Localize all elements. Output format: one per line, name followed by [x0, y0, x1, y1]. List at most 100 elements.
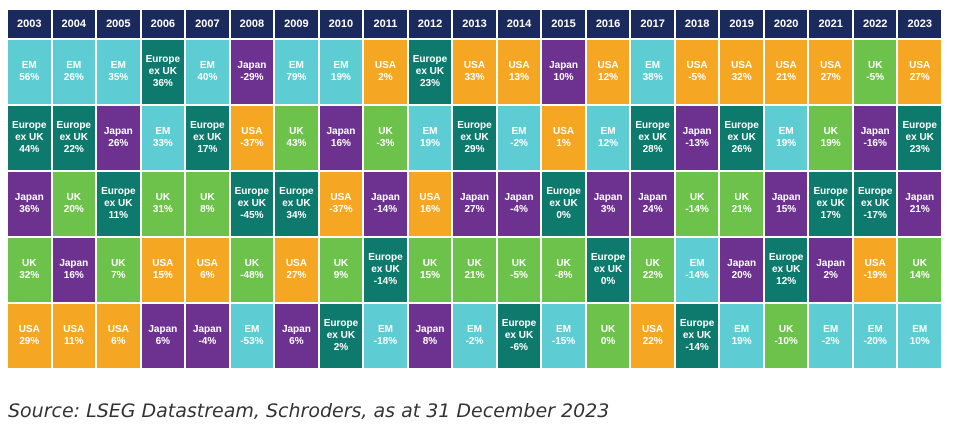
market-label: ex UK — [326, 330, 356, 341]
return-value: 7% — [111, 270, 126, 281]
cell-2017-rank-1: EM 38% — [631, 40, 674, 104]
market-label: UK — [200, 192, 215, 203]
market-label: Japan — [549, 60, 578, 71]
return-value: 3% — [600, 204, 616, 215]
market-label: USA — [107, 324, 129, 335]
return-value: 27% — [464, 204, 485, 215]
market-label: ex UK — [15, 132, 44, 143]
market-label: EM — [867, 324, 883, 335]
return-value: 15% — [152, 270, 173, 281]
cell-2015-rank-4: UK -8% — [542, 238, 585, 302]
market-label: Europe — [501, 318, 537, 329]
market-label: ex UK — [193, 132, 222, 143]
return-value: 0% — [600, 336, 616, 347]
return-value: -6% — [510, 342, 528, 353]
cell-2006-rank-4: USA 15% — [141, 238, 185, 302]
return-value: -15% — [551, 336, 576, 347]
market-label: UK — [600, 324, 616, 335]
market-label: Europe — [457, 120, 492, 131]
return-value: 36% — [19, 204, 40, 215]
market-label: EM — [21, 60, 37, 71]
cell-2011-rank-1: USA 2% — [364, 40, 407, 104]
cell-2013-rank-3: Japan 27% — [453, 172, 496, 236]
market-label: UK — [511, 258, 527, 269]
market-label: Japan — [638, 192, 668, 203]
cell-2008-rank-2: USA -37% — [230, 106, 274, 170]
market-label: UK — [289, 126, 304, 137]
year-header-2013: 2013 — [453, 10, 496, 38]
cell-2003-rank-4: UK 32% — [8, 238, 51, 302]
cell-2011-rank-2: UK -3% — [364, 106, 407, 170]
return-value: 8% — [200, 204, 215, 215]
return-value: 11% — [108, 210, 129, 221]
return-value: 22% — [63, 144, 84, 155]
market-label: EM — [466, 324, 482, 335]
year-header-2010: 2010 — [319, 10, 363, 38]
market-label: Japan — [370, 192, 400, 203]
market-label: ex UK — [237, 198, 267, 209]
return-value: -19% — [863, 270, 887, 281]
return-value: 2% — [333, 342, 349, 353]
year-header-2006: 2006 — [141, 10, 185, 38]
market-label: USA — [285, 258, 307, 269]
market-label: Japan — [148, 324, 178, 335]
market-label: Europe — [12, 120, 47, 131]
return-value: 19% — [330, 72, 351, 83]
cell-2005-rank-1: EM 35% — [97, 40, 140, 104]
return-value: 6% — [155, 336, 171, 347]
cell-2013-rank-5: EM -2% — [453, 304, 496, 368]
source-note: Source: LSEG Datastream, Schroders, as a… — [8, 400, 610, 422]
return-value: -13% — [685, 138, 709, 149]
market-label: Europe — [768, 252, 804, 263]
cell-2004-rank-4: Japan 16% — [52, 238, 96, 302]
market-label: USA — [552, 126, 575, 137]
return-value: 0% — [600, 276, 616, 287]
market-label: UK — [689, 192, 705, 203]
market-label: Japan — [281, 324, 311, 335]
cell-2022-rank-1: UK -5% — [853, 40, 897, 104]
cell-2021-rank-1: USA 27% — [809, 40, 852, 104]
market-label: Europe — [857, 186, 893, 197]
return-value: -20% — [863, 336, 887, 347]
cell-2009-rank-3: Europe ex UK 34% — [275, 172, 318, 236]
cell-2005-rank-4: UK 7% — [97, 238, 140, 302]
market-label: ex UK — [638, 132, 667, 143]
market-label: Japan — [103, 126, 133, 137]
cell-2023-rank-5: EM 10% — [898, 304, 941, 368]
return-value: 17% — [820, 210, 841, 221]
cell-2018-rank-4: EM -14% — [675, 238, 719, 302]
market-label: Europe — [679, 318, 715, 329]
cell-2016-rank-1: USA 12% — [586, 40, 630, 104]
return-value: -2% — [821, 336, 840, 347]
cell-2007-rank-2: Europe ex UK 17% — [186, 106, 229, 170]
return-value: 79% — [286, 72, 307, 83]
return-value: -37% — [329, 204, 353, 215]
return-value: -4% — [198, 336, 217, 347]
return-value: 27% — [909, 72, 930, 83]
year-header-2005: 2005 — [97, 10, 140, 38]
cell-2021-rank-5: EM -2% — [809, 304, 852, 368]
return-value: -5% — [688, 72, 706, 83]
market-label: EM — [422, 126, 438, 137]
cell-2023-rank-1: USA 27% — [898, 40, 941, 104]
return-value: 29% — [19, 336, 40, 347]
return-value: -17% — [863, 210, 887, 221]
cell-2020-rank-5: UK -10% — [764, 304, 808, 368]
return-value: -10% — [774, 336, 798, 347]
return-value: 23% — [419, 78, 440, 89]
return-value: 16% — [419, 204, 440, 215]
market-label: ex UK — [504, 330, 534, 341]
return-value: 0% — [556, 210, 571, 221]
market-label: ex UK — [148, 66, 177, 77]
market-label: USA — [731, 60, 753, 71]
cell-2011-rank-5: EM -18% — [364, 304, 407, 368]
return-value: 32% — [19, 270, 40, 281]
market-label: EM — [155, 126, 171, 137]
market-label: UK — [333, 258, 349, 269]
cell-2020-rank-4: Europe ex UK 12% — [764, 238, 808, 302]
cell-2023-rank-3: Japan 21% — [898, 172, 941, 236]
year-header-2016: 2016 — [586, 10, 630, 38]
return-value: 13% — [509, 72, 530, 83]
market-label: ex UK — [816, 198, 845, 209]
year-header-2021: 2021 — [809, 10, 852, 38]
